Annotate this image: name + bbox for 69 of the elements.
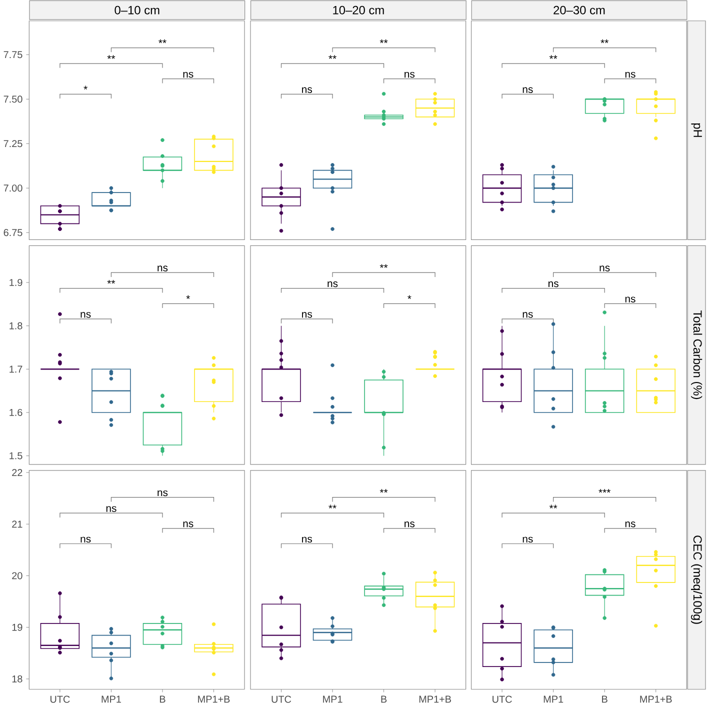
y-tick-label: 1.6 [10,408,22,416]
annotation: ** [600,39,608,44]
annotation: ns [80,312,91,318]
annotation: ns [80,536,91,543]
annotation: ns [404,72,415,78]
y-tick-label: 19 [12,624,22,631]
annotation: ** [328,55,336,59]
chart-title: 10–20 cm [333,6,384,14]
annotation: ns [183,521,194,528]
x-tick-label: MP1+B [640,696,672,703]
annotation: ns [625,72,636,78]
x-tick-label: UTC [492,696,512,703]
y-axis-title: pH [691,123,702,137]
annotation: * [84,86,88,90]
chart-title: 0–10 cm [114,6,160,14]
annotation: ns [522,536,533,543]
annotation: ns [522,87,533,93]
annotation: ns [183,72,194,78]
y-tick-label: 1.9 [10,278,22,286]
annotation: ** [380,488,388,493]
y-tick-label: 1.5 [10,452,22,460]
x-tick-label: MP1 [544,696,564,703]
annotation: ** [380,264,388,268]
annotation: *** [598,488,611,493]
annotation: ns [522,312,533,318]
annotation: ns [600,266,610,272]
annotation: ns [158,490,168,496]
x-tick-label: MP1+B [198,696,230,703]
y-tick-label: 7.00 [4,184,22,192]
annotation: ns [302,87,312,93]
annotation: ns [328,281,338,288]
annotation: ns [302,312,312,318]
y-tick-label: 7.25 [4,140,22,148]
annotation: * [408,295,412,299]
annotation: ** [380,39,388,44]
annotation: ns [106,506,116,512]
y-tick-label: 21 [12,520,22,528]
x-tick-label: B [160,696,166,703]
x-tick-label: UTC [50,696,70,703]
y-tick-label: 1.7 [10,366,22,373]
annotation: ns [158,266,168,272]
y-axis-title: Total Carbon (%) [691,310,702,400]
annotation: ns [404,521,415,528]
x-tick-label: MP1 [102,696,121,703]
x-tick-label: MP1 [323,696,342,703]
y-tick-label: 7.50 [4,96,22,103]
annotation: ns [625,521,636,528]
chart-title: 20–30 cm [554,6,605,14]
annotation: ** [549,55,558,59]
annotation: ** [158,39,166,44]
x-tick-label: MP1+B [419,696,451,703]
y-tick-label: 7.75 [4,51,22,58]
annotation: ** [549,504,558,508]
annotation: ** [328,504,336,508]
annotation: * [186,295,190,299]
annotation: ** [107,55,116,59]
x-tick-label: B [602,696,608,703]
annotation: ns [548,281,558,288]
y-tick-label: 22 [12,468,22,476]
annotation: ** [107,280,116,284]
x-tick-label: UTC [272,696,292,703]
y-tick-label: 20 [12,572,22,580]
x-tick-label: B [381,696,387,703]
y-tick-label: 18 [12,675,22,682]
y-tick-label: 6.75 [4,229,22,236]
y-tick-label: 1.8 [10,322,22,330]
annotation: ns [302,536,312,543]
annotation: ns [625,296,636,302]
y-axis-title: CEC (meq/100g) [691,536,702,624]
